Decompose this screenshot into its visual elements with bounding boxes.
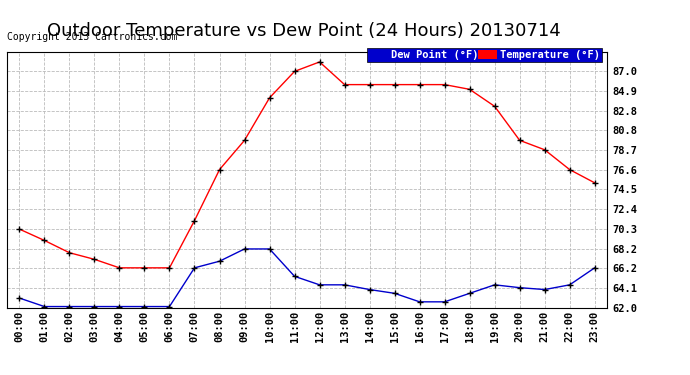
Text: Outdoor Temperature vs Dew Point (24 Hours) 20130714: Outdoor Temperature vs Dew Point (24 Hou… — [47, 22, 560, 40]
Text: Copyright 2013 Cartronics.com: Copyright 2013 Cartronics.com — [7, 32, 177, 42]
Legend: Dew Point (°F), Temperature (°F): Dew Point (°F), Temperature (°F) — [366, 48, 602, 62]
